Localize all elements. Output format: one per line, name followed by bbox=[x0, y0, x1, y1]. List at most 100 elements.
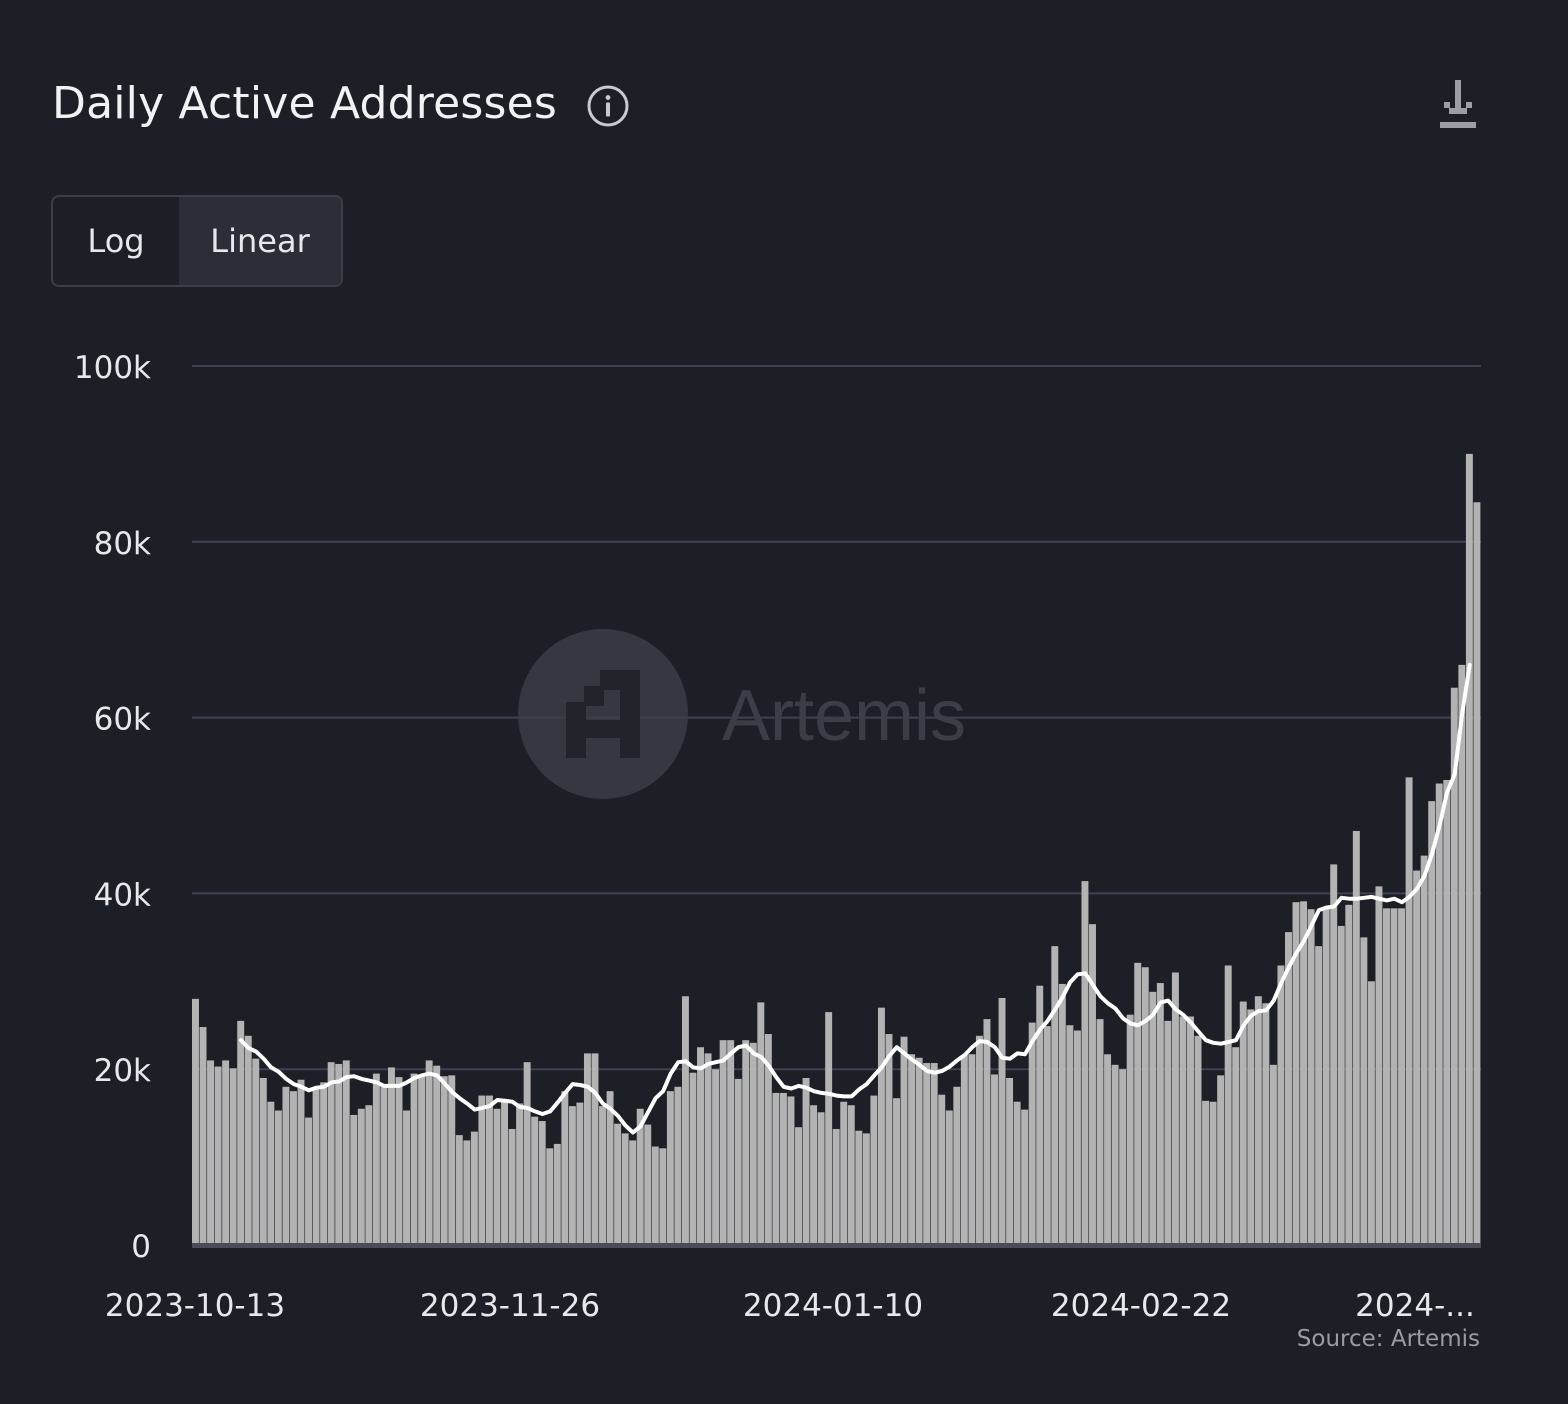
x-axis-ticks: 2023-10-13 2023-11-26 2024-01-10 2024-02-22… bbox=[105, 1288, 1475, 1324]
bar bbox=[847, 1105, 855, 1245]
bar bbox=[1126, 1014, 1134, 1245]
moving-average-line bbox=[239, 662, 1472, 1135]
bar bbox=[1360, 937, 1368, 1245]
bar bbox=[433, 1065, 441, 1245]
bar bbox=[1036, 985, 1044, 1245]
bar bbox=[1465, 453, 1473, 1245]
bar bbox=[289, 1091, 297, 1245]
bar bbox=[493, 1108, 501, 1245]
bar bbox=[516, 1103, 524, 1245]
bar bbox=[199, 1027, 207, 1245]
bar bbox=[968, 1054, 976, 1245]
x-tick-label: 2023-10-13 bbox=[105, 1288, 285, 1324]
bar bbox=[1013, 1101, 1021, 1245]
scale-toggle: Log Linear bbox=[51, 195, 343, 287]
bar bbox=[1202, 1100, 1210, 1245]
bar bbox=[229, 1068, 237, 1245]
x-axis-baseline bbox=[192, 1243, 1481, 1248]
bar bbox=[975, 1035, 983, 1245]
bar bbox=[719, 1040, 727, 1245]
source-label: Source: Artemis bbox=[1296, 1326, 1480, 1352]
bar bbox=[387, 1067, 395, 1245]
bar bbox=[1247, 1009, 1255, 1245]
bar bbox=[1028, 1022, 1036, 1245]
page-title: Daily Active Addresses bbox=[52, 78, 558, 129]
bar bbox=[1164, 1020, 1172, 1245]
bar bbox=[312, 1086, 320, 1245]
bar bbox=[1337, 925, 1345, 1245]
bar bbox=[395, 1077, 403, 1245]
bar bbox=[825, 1012, 833, 1245]
bar bbox=[568, 1106, 576, 1245]
bar bbox=[207, 1060, 215, 1245]
download-icon[interactable] bbox=[1436, 78, 1480, 134]
bar bbox=[802, 1077, 810, 1245]
bar bbox=[1277, 965, 1285, 1245]
bar bbox=[1435, 783, 1443, 1245]
bar bbox=[900, 1036, 908, 1245]
bar bbox=[214, 1066, 222, 1245]
bar bbox=[1043, 1026, 1051, 1245]
bar bbox=[297, 1079, 305, 1245]
bar bbox=[523, 1062, 531, 1245]
bar bbox=[1405, 777, 1413, 1245]
bar bbox=[576, 1102, 584, 1245]
bar bbox=[915, 1057, 923, 1245]
bar bbox=[772, 1092, 780, 1245]
bar bbox=[1073, 1030, 1081, 1245]
bar bbox=[704, 1053, 712, 1245]
bar bbox=[1111, 1064, 1119, 1245]
bar bbox=[372, 1073, 380, 1245]
bar bbox=[425, 1060, 433, 1245]
bar bbox=[1428, 801, 1436, 1245]
bar bbox=[1367, 981, 1375, 1245]
bar bbox=[282, 1086, 290, 1245]
bar bbox=[1390, 908, 1398, 1245]
bar bbox=[1322, 908, 1330, 1245]
bar bbox=[192, 998, 199, 1245]
x-tick-label: 2024-... bbox=[1355, 1288, 1475, 1324]
bar bbox=[1006, 1077, 1014, 1245]
x-tick-label: 2024-01-10 bbox=[743, 1288, 923, 1324]
bar bbox=[252, 1058, 260, 1245]
bar bbox=[1232, 1047, 1240, 1245]
bar bbox=[757, 1002, 765, 1245]
bar bbox=[1217, 1075, 1225, 1245]
bar bbox=[583, 1053, 591, 1245]
bar bbox=[832, 1128, 840, 1245]
bar bbox=[1269, 1064, 1277, 1245]
bar bbox=[1104, 1054, 1112, 1245]
bar bbox=[222, 1060, 230, 1245]
bar bbox=[1021, 1109, 1029, 1245]
bar bbox=[629, 1140, 637, 1245]
bar bbox=[1330, 864, 1338, 1245]
bar bbox=[553, 1143, 561, 1245]
bar bbox=[1292, 902, 1300, 1245]
bar bbox=[764, 1034, 772, 1245]
bar bbox=[342, 1060, 350, 1245]
bar bbox=[1187, 1016, 1194, 1245]
bar bbox=[945, 1110, 953, 1245]
bar bbox=[410, 1073, 418, 1245]
bar bbox=[478, 1095, 486, 1245]
bar bbox=[274, 1110, 282, 1245]
bar bbox=[893, 1098, 900, 1245]
bar bbox=[651, 1146, 659, 1245]
y-tick-label: 40k bbox=[94, 877, 151, 913]
info-circle-icon[interactable] bbox=[587, 85, 629, 127]
bar bbox=[1345, 904, 1353, 1245]
log-scale-button[interactable]: Log bbox=[53, 197, 179, 285]
linear-scale-button[interactable]: Linear bbox=[179, 197, 341, 285]
bar bbox=[463, 1140, 471, 1245]
bar bbox=[1239, 1001, 1247, 1245]
bar bbox=[779, 1092, 787, 1245]
bar bbox=[870, 1095, 878, 1245]
bar bbox=[930, 1063, 938, 1245]
bar bbox=[335, 1063, 343, 1245]
bar bbox=[1383, 908, 1390, 1245]
bar bbox=[531, 1116, 539, 1245]
bar bbox=[357, 1108, 365, 1245]
bar bbox=[1352, 830, 1360, 1245]
bar bbox=[448, 1075, 456, 1245]
